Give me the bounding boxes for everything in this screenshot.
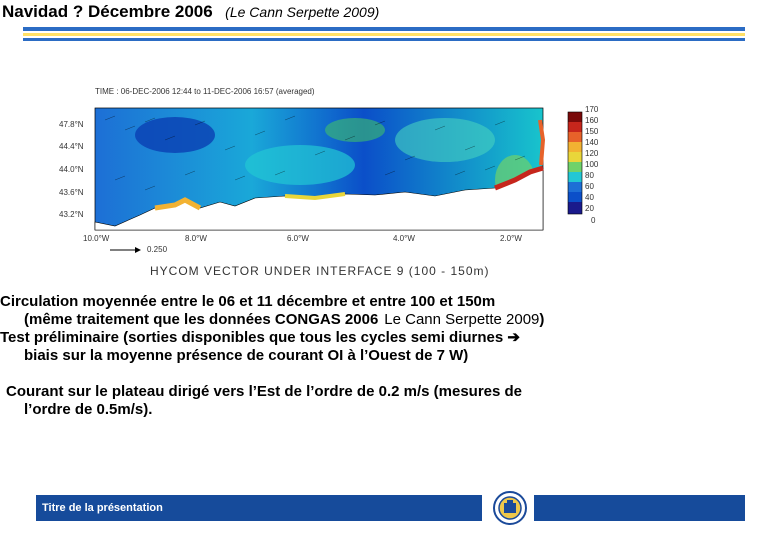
colorbar-label: 60 xyxy=(585,182,594,191)
lon-label: 2.0°W xyxy=(500,234,522,243)
colorbar-label: 20 xyxy=(585,204,594,213)
footer-title-box: Titre de la présentation xyxy=(36,495,482,521)
paragraph-2-line-1: Test préliminaire (sorties disponibles q… xyxy=(0,329,520,346)
paragraph-2-line-2: biais sur la moyenne présence de courant… xyxy=(24,347,469,364)
colorbar-label: 40 xyxy=(585,193,594,202)
colorbar-label: 160 xyxy=(585,116,599,125)
colorbar-label: 170 xyxy=(585,105,599,114)
paragraph-3-line-1: Courant sur le plateau dirigé vers l’Est… xyxy=(6,383,523,400)
colorbar-label: 0 xyxy=(591,216,596,225)
hycom-current-map: TIME : 06-DEC-2006 12:44 to 11-DEC-2006 … xyxy=(55,80,615,280)
vector-scale-label: 0.250 xyxy=(147,245,168,254)
shom-logo-icon xyxy=(488,490,532,526)
colorbar-label: 140 xyxy=(585,138,599,147)
paragraph-1-line-1: Circulation moyennée entre le 06 et 11 d… xyxy=(0,293,496,310)
lon-label: 4.0°W xyxy=(393,234,415,243)
lat-label: 43.6°N xyxy=(59,188,84,197)
title-reference: (Le Cann Serpette 2009) xyxy=(225,4,380,20)
lon-label: 8.0°W xyxy=(185,234,207,243)
slide-title: Navidad ? Décembre 2006 (Le Cann Serpett… xyxy=(2,2,379,22)
colorbar-label: 120 xyxy=(585,149,599,158)
paragraph-1-line-2: (même traitement que les données CONGAS … xyxy=(24,311,545,328)
lat-label: 47.8°N xyxy=(59,120,84,129)
lat-label: 43.2°N xyxy=(59,210,84,219)
arrow-right-icon: ➔ xyxy=(507,329,520,346)
header-stripes xyxy=(23,27,745,43)
colorbar-label: 100 xyxy=(585,160,599,169)
slide-body: Circulation moyennée entre le 06 et 11 d… xyxy=(0,293,765,419)
title-main: Navidad ? Décembre 2006 xyxy=(2,2,213,21)
footer-band xyxy=(534,495,745,521)
paragraph-3-line-2: l’ordre de 0.5m/s). xyxy=(24,401,153,418)
lat-label: 44.0°N xyxy=(59,165,84,174)
footer-title: Titre de la présentation xyxy=(42,502,163,514)
lat-label: 44.4°N xyxy=(59,142,84,151)
lon-label: 10.0°W xyxy=(83,234,110,243)
map-time-label: TIME : 06-DEC-2006 12:44 to 11-DEC-2006 … xyxy=(95,87,315,96)
colorbar-label: 80 xyxy=(585,171,594,180)
colorbar-label: 150 xyxy=(585,127,599,136)
paragraph-1-reference: Le Cann Serpette 2009 xyxy=(384,311,540,328)
map-caption: HYCOM VECTOR UNDER INTERFACE 9 (100 - 15… xyxy=(150,264,490,278)
lon-label: 6.0°W xyxy=(287,234,309,243)
map-image xyxy=(94,107,583,253)
